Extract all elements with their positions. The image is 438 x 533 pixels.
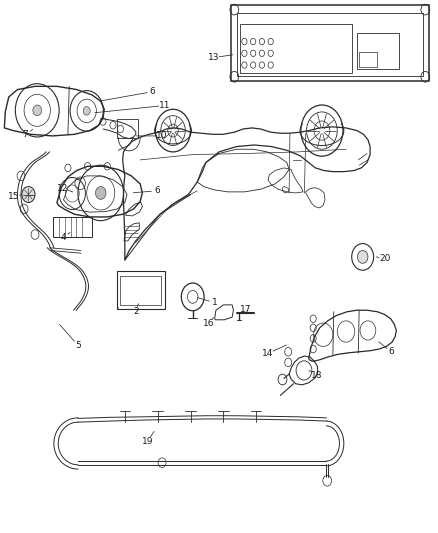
Circle shape bbox=[95, 187, 106, 199]
Bar bbox=[117, 119, 138, 138]
Text: 14: 14 bbox=[262, 349, 274, 358]
Bar bbox=[117, 271, 165, 309]
Text: 1: 1 bbox=[212, 298, 218, 307]
Text: 7: 7 bbox=[22, 130, 28, 139]
Text: 19: 19 bbox=[142, 437, 153, 446]
Text: 10: 10 bbox=[156, 132, 168, 140]
Text: 18: 18 bbox=[311, 371, 322, 379]
Circle shape bbox=[22, 187, 35, 203]
Text: 15: 15 bbox=[8, 192, 20, 200]
Bar bbox=[359, 52, 377, 67]
Text: 6: 6 bbox=[388, 348, 394, 356]
Bar bbox=[53, 217, 92, 237]
Text: 5: 5 bbox=[75, 341, 81, 350]
Circle shape bbox=[357, 251, 368, 263]
Bar bbox=[240, 24, 352, 73]
Text: 13: 13 bbox=[208, 53, 219, 62]
Text: 20: 20 bbox=[379, 254, 390, 263]
Bar bbox=[231, 5, 429, 81]
Text: 6: 6 bbox=[154, 187, 160, 195]
Text: 17: 17 bbox=[240, 305, 252, 313]
Text: 6: 6 bbox=[149, 87, 155, 96]
Text: 4: 4 bbox=[61, 233, 66, 241]
Circle shape bbox=[83, 107, 90, 115]
Text: 16: 16 bbox=[203, 319, 214, 328]
Text: 2: 2 bbox=[133, 308, 138, 316]
Circle shape bbox=[33, 105, 42, 116]
Bar bbox=[237, 13, 423, 76]
Text: 11: 11 bbox=[159, 101, 170, 110]
Bar bbox=[357, 33, 399, 69]
Bar bbox=[120, 276, 161, 305]
Text: 12: 12 bbox=[57, 184, 68, 192]
